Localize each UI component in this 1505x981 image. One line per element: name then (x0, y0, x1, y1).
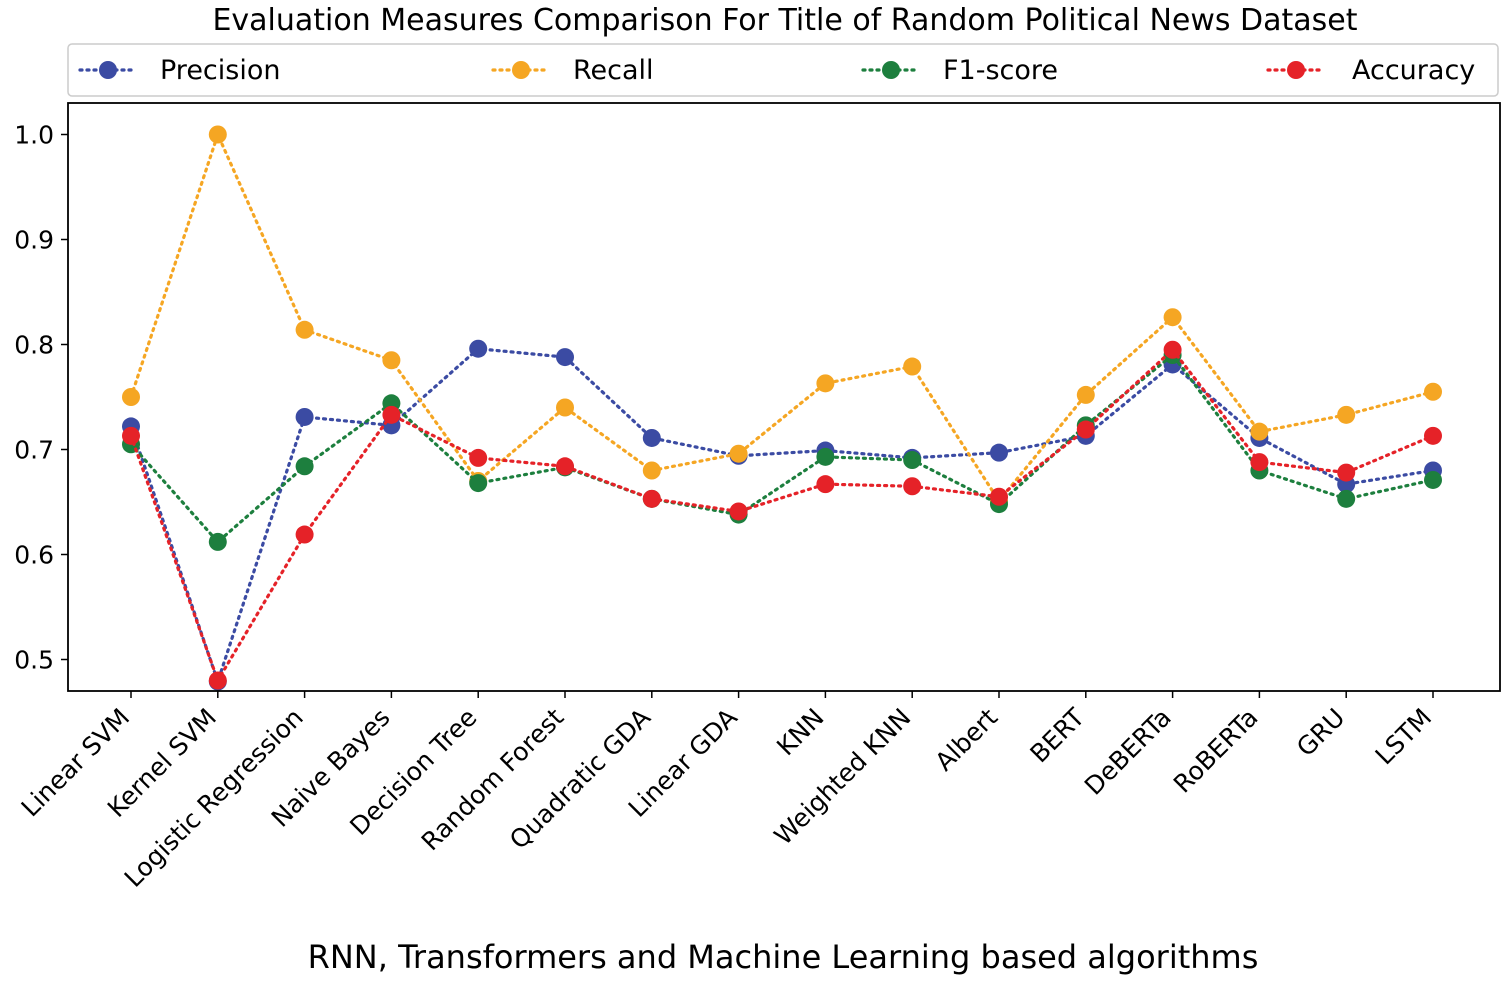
point-recall-bert (1076, 385, 1095, 404)
point-f1-score-lstm (1424, 470, 1442, 489)
point-recall-kernel-svm (208, 125, 227, 144)
point-recall-weighted-knn (903, 357, 922, 376)
point-recall-logistic-regression (295, 320, 314, 339)
x-tick-label-roberta: RoBERTa (1168, 703, 1264, 799)
point-f1-score-kernel-svm (208, 532, 227, 551)
y-tick-label: 0.5 (14, 646, 54, 675)
x-axis-label: RNN, Transformers and Machine Learning b… (308, 938, 1259, 976)
series-recall (122, 125, 1442, 510)
point-accuracy-lstm (1424, 426, 1442, 445)
point-accuracy-bert (1076, 420, 1095, 439)
series-line-accuracy (129, 347, 1435, 685)
legend-marker-precision (99, 61, 117, 79)
point-f1-score-gru (1337, 489, 1356, 508)
series-line-precision (129, 347, 1435, 687)
point-recall-random-forest (556, 398, 574, 417)
point-precision-decision-tree (469, 339, 488, 358)
point-recall-linear-gda (729, 444, 748, 463)
point-accuracy-logistic-regression (295, 525, 314, 544)
legend-marker-f1-score (882, 61, 900, 79)
x-tick-label-gru: GRU (1291, 703, 1350, 762)
y-tick-label: 0.7 (14, 436, 54, 465)
series-layer (122, 125, 1442, 691)
point-accuracy-linear-gda (729, 502, 748, 521)
point-f1-score-weighted-knn (903, 451, 922, 469)
y-tick-label: 0.6 (14, 541, 54, 570)
point-accuracy-albert (990, 487, 1008, 506)
x-tick-label-lstm: LSTM (1370, 703, 1438, 771)
legend-label-recall: Recall (573, 55, 654, 86)
legend: Precision Recall F1-score Accuracy (67, 43, 1499, 97)
point-accuracy-decision-tree (469, 448, 488, 467)
legend-frame (67, 43, 1499, 97)
legend-marker-accuracy (1287, 61, 1305, 79)
point-f1-score-decision-tree (469, 474, 488, 493)
series-line-recall (129, 130, 1435, 504)
series-accuracy (122, 340, 1442, 690)
point-accuracy-quadratic-gda (642, 489, 661, 508)
point-recall-gru (1337, 405, 1356, 424)
point-precision-logistic-regression (295, 407, 314, 426)
legend-item-accuracy: Accuracy (1266, 55, 1475, 86)
series-f1-score (122, 346, 1442, 551)
point-recall-deberta (1163, 308, 1182, 327)
point-recall-quadratic-gda (642, 461, 661, 480)
point-precision-quadratic-gda (642, 428, 661, 447)
legend-item-f1-score: F1-score (861, 55, 1058, 86)
point-f1-score-logistic-regression (295, 457, 314, 476)
point-precision-albert (990, 443, 1008, 462)
point-accuracy-random-forest (556, 457, 574, 476)
x-tick-label-deberta: DeBERTa (1079, 703, 1177, 801)
point-recall-linear-svm (122, 388, 140, 406)
legend-marker-recall (512, 61, 530, 79)
y-tick-label: 0.9 (14, 226, 54, 255)
plot-frame (67, 102, 1501, 692)
x-tick-label-bert: BERT (1024, 702, 1090, 768)
series-line-f1-score (129, 352, 1435, 545)
legend-label-precision: Precision (160, 55, 280, 86)
x-tick-label-albert: Albert (929, 703, 1003, 777)
point-recall-knn (816, 374, 835, 393)
y-tick-label: 0.8 (14, 331, 54, 360)
point-accuracy-deberta (1163, 340, 1182, 359)
chart-title: Evaluation Measures Comparison For Title… (212, 3, 1357, 38)
point-f1-score-knn (816, 447, 835, 466)
point-accuracy-naive-bayes (382, 405, 401, 424)
x-tick-label-knn: KNN (771, 703, 830, 762)
y-tick-label: 1.0 (14, 121, 54, 150)
point-accuracy-knn (816, 475, 835, 494)
point-precision-random-forest (556, 348, 574, 367)
point-accuracy-kernel-svm (208, 671, 227, 690)
point-accuracy-weighted-knn (903, 477, 922, 496)
legend-item-recall: Recall (491, 55, 654, 86)
legend-item-precision: Precision (78, 55, 280, 86)
legend-label-accuracy: Accuracy (1352, 55, 1475, 86)
point-accuracy-roberta (1250, 453, 1269, 472)
legend-label-f1-score: F1-score (943, 55, 1058, 86)
point-recall-roberta (1250, 422, 1269, 441)
point-recall-naive-bayes (382, 351, 401, 370)
point-recall-lstm (1424, 382, 1442, 401)
point-accuracy-linear-svm (122, 426, 140, 445)
point-accuracy-gru (1337, 463, 1356, 482)
